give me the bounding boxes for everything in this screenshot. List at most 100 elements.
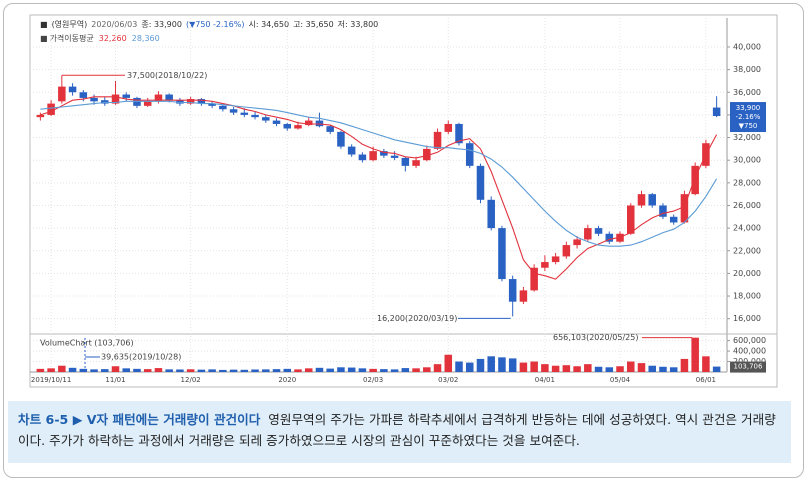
- candle-body: [133, 97, 141, 106]
- volume-bar: [487, 356, 495, 372]
- volume-bar: [262, 369, 270, 372]
- x-tick-label: 2020: [278, 376, 296, 384]
- candle-body: [143, 101, 152, 106]
- volume-bar: [251, 369, 259, 372]
- candle-body: [390, 155, 399, 158]
- x-tick-label: 04/01: [535, 376, 555, 384]
- volume-bar: [551, 365, 560, 372]
- header-high: 고: 35,650: [293, 20, 334, 29]
- candle-body: [433, 131, 442, 149]
- volume-tick-label: 200,000: [733, 357, 766, 366]
- candle-body: [455, 123, 463, 144]
- header-close: 종: 33,900: [141, 20, 182, 29]
- candle-body: [423, 148, 431, 161]
- volume-bar: [401, 368, 410, 372]
- candle-body: [594, 228, 603, 234]
- price-box-text: ▼750: [739, 122, 758, 130]
- header-date: 2020/06/03: [91, 20, 137, 29]
- volume-bar: [304, 368, 313, 372]
- volume-bar: [176, 369, 184, 372]
- candle-body: [444, 123, 453, 132]
- volume-bar: [680, 358, 689, 372]
- volume-box-text: 103,706: [734, 363, 763, 371]
- ma-legend-marker: ■: [40, 34, 48, 43]
- candle-body: [659, 205, 667, 217]
- candle-body: [562, 245, 571, 257]
- volume-bar: [36, 368, 45, 372]
- header-open: 시: 34,650: [248, 20, 289, 29]
- volume-bar: [122, 368, 130, 372]
- candle-body: [680, 194, 689, 223]
- y-tick-label: 16,000: [733, 314, 761, 323]
- caption-label: 차트 6-5 ▶ V자 패턴에는 거래량이 관건이다: [18, 412, 261, 427]
- volume-bar: [530, 361, 538, 372]
- annotation: 39,635(2019/10/28): [101, 353, 181, 362]
- x-tick-label: 03/02: [438, 376, 458, 384]
- header-name: (영원무역): [52, 19, 88, 29]
- volume-bar: [283, 368, 292, 372]
- y-tick-label: 38,000: [733, 65, 761, 74]
- candle-body: [541, 262, 549, 268]
- candle-body: [47, 103, 55, 115]
- y-tick-label: 30,000: [733, 156, 761, 165]
- candle-body: [337, 131, 345, 147]
- y-tick-label: 28,000: [733, 178, 761, 187]
- volume-box: [730, 361, 766, 373]
- candle-body: [154, 94, 163, 102]
- volume-bar: [154, 368, 163, 372]
- volume-bar: [58, 365, 66, 372]
- x-tick-label: 06/01: [696, 376, 716, 384]
- volume-bar: [648, 365, 656, 372]
- candle-body: [165, 94, 173, 101]
- candle-body: [326, 126, 334, 132]
- x-tick-label: 2019/10/11: [31, 376, 71, 384]
- volume-bar: [326, 368, 334, 372]
- volume-bar: [369, 368, 377, 372]
- chart: ■ (영원무역) 2020/06/03 종: 33,900 (▼750 -2.16%) 시…: [29, 14, 778, 388]
- volume-tick-label: 400,000: [733, 347, 766, 356]
- candle-body: [229, 109, 238, 113]
- volume-bar: [133, 368, 141, 372]
- volume-bar: [337, 367, 345, 372]
- candle-body: [347, 146, 356, 155]
- volume-bar: [186, 369, 195, 372]
- candle-body: [519, 290, 528, 302]
- annotation: 656,103(2020/05/25): [553, 333, 638, 342]
- volume-bar: [616, 366, 624, 372]
- y-tick-label: 22,000: [733, 246, 761, 255]
- candle-body: [637, 194, 646, 206]
- price-box-text: -2.16%: [736, 113, 761, 121]
- volume-bar: [498, 357, 506, 372]
- volume-bar: [219, 369, 227, 372]
- candle-body: [476, 165, 485, 200]
- volume-bar: [573, 366, 581, 372]
- candle-body: [90, 97, 98, 102]
- volume-bar: [444, 354, 453, 372]
- ma-legend-value: 32,260: [99, 34, 127, 43]
- candle-body: [465, 143, 474, 166]
- x-tick-label: 12/02: [181, 376, 201, 384]
- volume-bar: [605, 367, 614, 372]
- candle-body: [219, 105, 227, 110]
- volume-bar: [272, 369, 281, 372]
- volume-bar: [433, 364, 442, 372]
- volume-bar: [315, 367, 324, 372]
- y-tick-label: 20,000: [733, 269, 761, 278]
- volume-bar: [584, 364, 592, 372]
- header-low: 저: 33,800: [338, 20, 379, 29]
- volume-bar: [508, 358, 517, 372]
- y-tick-label: 26,000: [733, 201, 761, 210]
- volume-bar: [562, 365, 571, 372]
- volume-bar: [702, 356, 710, 372]
- annotation: 37,500(2018/10/22): [127, 71, 207, 80]
- volume-bar: [47, 368, 55, 372]
- candle-body: [573, 239, 581, 246]
- volume-bar: [143, 369, 152, 372]
- candle-body: [412, 160, 420, 166]
- caption-text: 영원무역의 주가는 가파른 하락추세에서 급격하게 반등하는 데에 성공하였다.…: [18, 412, 776, 448]
- candle-body: [240, 112, 249, 115]
- volume-bar: [390, 369, 399, 372]
- candle-body: [669, 216, 678, 223]
- ma-legend-title: 가격이동평균: [50, 33, 94, 43]
- candle-body: [176, 100, 184, 104]
